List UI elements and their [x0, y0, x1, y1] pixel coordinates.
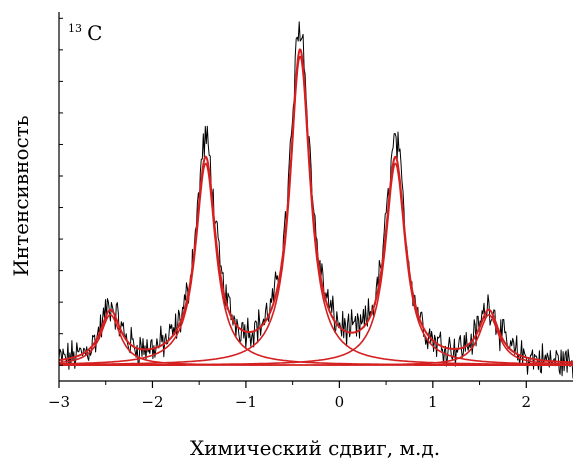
y-axis-title: Интенсивность [9, 115, 33, 276]
isotope-label: 13 C [68, 17, 102, 45]
isotope-symbol: C [87, 21, 102, 45]
fit-components [58, 55, 573, 366]
x-tick-label: 0 [335, 393, 345, 411]
x-tick-label: −3 [48, 393, 70, 411]
fit-envelope-line [58, 48, 573, 364]
plot-area [58, 21, 573, 379]
fit-component-5 [59, 313, 573, 366]
x-ticks: −3 −2 −1 0 1 2 [48, 381, 531, 411]
x-tick-label: 2 [521, 393, 531, 411]
fit-component-3 [59, 55, 573, 366]
x-axis-title: Химический сдвиг, м.д. [190, 436, 440, 460]
x-tick-label: −1 [235, 393, 257, 411]
fit-component-2 [58, 162, 573, 366]
isotope-mass-number: 13 [68, 22, 82, 35]
axes: −3 −2 −1 0 1 2 [48, 12, 573, 411]
y-ticks [59, 17, 63, 366]
x-tick-label: 1 [428, 393, 438, 411]
x-tick-label: −2 [141, 393, 163, 411]
